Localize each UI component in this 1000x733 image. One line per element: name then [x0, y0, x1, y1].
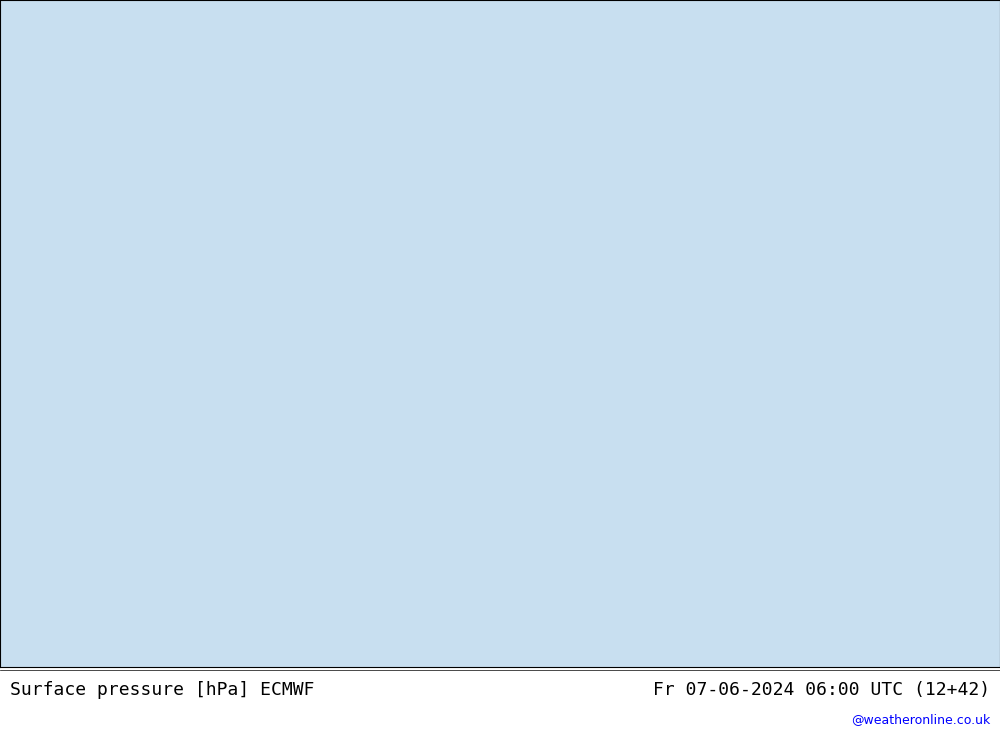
- Text: Surface pressure [hPa] ECMWF: Surface pressure [hPa] ECMWF: [10, 681, 314, 699]
- Text: Fr 07-06-2024 06:00 UTC (12+42): Fr 07-06-2024 06:00 UTC (12+42): [653, 681, 990, 699]
- Text: @weatheronline.co.uk: @weatheronline.co.uk: [851, 713, 990, 726]
